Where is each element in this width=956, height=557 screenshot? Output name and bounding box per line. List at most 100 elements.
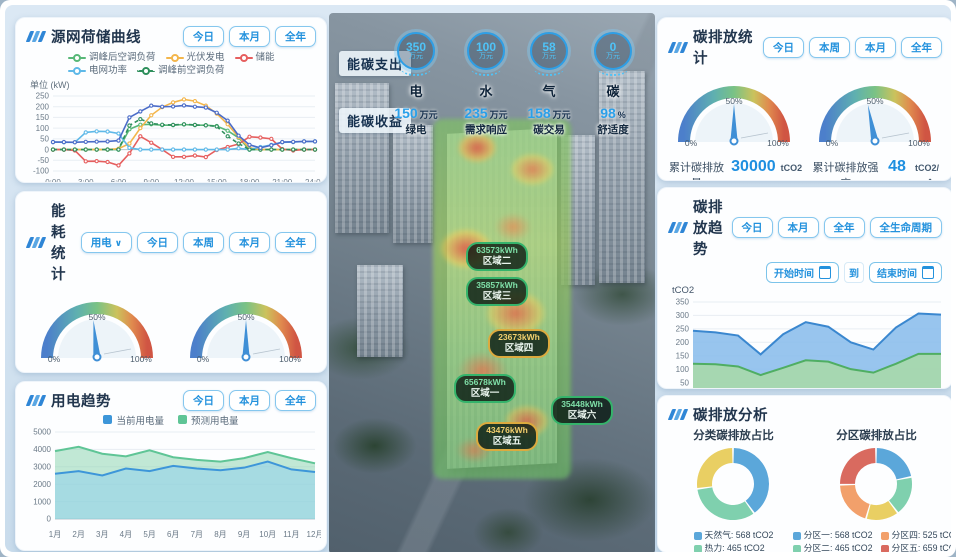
legend-item[interactable]: 分区四: 525 tCO2 (880, 529, 952, 542)
svg-text:11月: 11月 (283, 530, 299, 539)
end-time-input[interactable]: 结束时间 (869, 262, 942, 283)
time-filter-button[interactable]: 今日 (763, 36, 804, 58)
zone-label[interactable]: 65678kWh 区域一 (454, 374, 516, 403)
time-filter-button[interactable]: 今日 (137, 231, 178, 253)
legend-item[interactable]: 储能 (234, 51, 275, 64)
svg-text:100%: 100% (768, 138, 790, 148)
panel-title: 用电趋势 (51, 394, 111, 410)
legend-label: 分区一: 568 tCO2 (803, 530, 873, 540)
legend-marker-icon (234, 53, 253, 62)
svg-text:50%: 50% (867, 96, 884, 106)
income-name: 绿电 (405, 124, 427, 136)
svg-text:250: 250 (676, 325, 690, 334)
legend-item[interactable]: 调峰后空调负荷 (68, 51, 156, 64)
svg-text:3月: 3月 (96, 530, 108, 539)
income-name: 需求响应 (465, 124, 507, 136)
time-filter-button[interactable]: 本周 (183, 231, 224, 253)
start-time-input[interactable]: 开始时间 (766, 262, 839, 283)
income-item: 98% 舒适度 (576, 105, 650, 137)
stat-label: 累计碳排放量 (668, 162, 724, 180)
svg-text:50%: 50% (88, 312, 105, 322)
panel-title: 碳排放统计 (693, 30, 753, 67)
y-axis-unit: 单位 (kW) (30, 80, 70, 90)
legend-label: 分区四: 525 tCO2 (891, 530, 952, 540)
time-filter-button[interactable]: 今日 (183, 26, 224, 47)
expense-ring-icon: 100 万元 (467, 32, 505, 76)
time-filter-button[interactable]: 全年 (275, 231, 316, 253)
legend-item[interactable]: 分区二: 465 tCO2 (792, 542, 873, 552)
zone-label[interactable]: 35857kWh 区域三 (466, 277, 528, 306)
legend-label: 热力: 465 tCO2 (704, 543, 765, 552)
panel-header: 碳排放趋势 今日 本月 全年 全生命周期 (658, 188, 951, 261)
income-unit: 万元 (419, 110, 438, 120)
svg-text:6:00: 6:00 (111, 178, 127, 183)
legend-item[interactable]: 光伏发电 (165, 51, 225, 64)
energy-gauges: 0%50%100%累计能耗28000kWh能耗指标60000kWh同比变化:↓2… (16, 286, 326, 372)
income-value-row: 158 万元 (512, 105, 586, 121)
income-value: 158 (527, 105, 551, 121)
svg-text:200: 200 (676, 338, 690, 347)
svg-text:1000: 1000 (33, 497, 51, 506)
calendar-icon (922, 266, 934, 279)
expense-value: 0 (609, 40, 617, 54)
time-filter-button[interactable]: 本月 (229, 390, 270, 411)
zone-label[interactable]: 23673kWh 区域四 (488, 329, 550, 358)
panel-bars-icon (667, 409, 689, 420)
time-filter-button[interactable]: 今日 (731, 217, 773, 238)
time-filter-button[interactable]: 全生命周期 (869, 217, 942, 238)
time-filter-button[interactable]: 今日 (183, 390, 224, 411)
legend-item[interactable]: 预测用电量 (178, 413, 239, 427)
expense-name: 电 (409, 84, 423, 99)
svg-text:50%: 50% (726, 96, 743, 106)
legend-item[interactable]: 分区五: 659 tCO2 (880, 542, 951, 552)
time-filter-button[interactable]: 本月 (229, 26, 270, 47)
time-filter-button[interactable]: 本周 (809, 36, 850, 58)
legend-item[interactable]: 当前用电量 (103, 413, 164, 427)
zone-label[interactable]: 35448kWh 区域六 (551, 396, 613, 425)
time-filter-button[interactable]: 全年 (901, 36, 942, 58)
zone-name: 区域六 (567, 410, 597, 421)
legend-item[interactable]: 分区一: 568 tCO2 (792, 529, 873, 542)
expense-unit: 万元 (479, 53, 493, 60)
time-filter-button[interactable]: 本月 (855, 36, 896, 58)
income-item: 158 万元 碳交易 (512, 105, 586, 137)
legend-item[interactable]: 热力: 465 tCO2 (693, 542, 774, 552)
gauge-block: 0%50%100%累计能耗28000kWh能耗指标60000kWh同比变化:↓2… (25, 288, 168, 372)
date-range-row: 开始时间 到 结束时间 (658, 261, 951, 283)
legend-ring (239, 53, 248, 62)
donut-subtitle: 分类碳排放占比 (693, 430, 774, 442)
panel-carbon-trend: 碳排放趋势 今日 本月 全年 全生命周期 开始时间 到 结束时间 tCO2 350 30… (657, 187, 951, 389)
legend-ring (170, 53, 179, 62)
expense-value: 350 (405, 40, 427, 54)
income-unit: 万元 (489, 110, 508, 120)
carbon-gauges: 0%50%100%累计碳排放量30000tCO2碳排放配额60000tCO2同比… (658, 70, 951, 180)
energy-type-dropdown[interactable]: 用电 ∨ (80, 231, 132, 253)
zone-value: 65678kWh (464, 377, 506, 387)
time-filter-button[interactable]: 本月 (229, 231, 270, 253)
legend-item[interactable]: 电网功率 (68, 64, 127, 77)
time-filter-button[interactable]: 全年 (275, 26, 316, 47)
panel-bars-icon (25, 236, 47, 248)
expense-value: 100 (475, 40, 497, 54)
legend-item[interactable]: 调峰前空调负荷 (137, 64, 225, 77)
svg-text:5月: 5月 (143, 530, 155, 539)
income-item: 235 万元 需求响应 (449, 105, 523, 137)
zone-label[interactable]: 43476kWh 区域五 (476, 422, 538, 451)
expense-value: 58 (542, 40, 556, 54)
chevron-down-icon: ∨ (114, 237, 122, 248)
time-filter-button[interactable]: 本月 (777, 217, 819, 238)
zone-label[interactable]: 63573kWh 区域二 (466, 242, 528, 271)
legend-item[interactable]: 天然气: 568 tCO2 (693, 529, 773, 542)
dashboard-background: 源网荷储曲线 今日 本月 全年 调峰后空调负荷 光伏发电 储能 电网功率 调峰前空调负荷 单… (5, 5, 951, 552)
time-filter-button[interactable]: 全年 (823, 217, 865, 238)
svg-text:24:00: 24:00 (305, 178, 321, 183)
svg-text:-50: -50 (37, 156, 49, 165)
svg-text:0%: 0% (196, 354, 209, 364)
svg-text:350: 350 (676, 298, 690, 307)
time-filter-button[interactable]: 全年 (275, 390, 316, 411)
legend-label: 调峰前空调负荷 (158, 65, 225, 76)
